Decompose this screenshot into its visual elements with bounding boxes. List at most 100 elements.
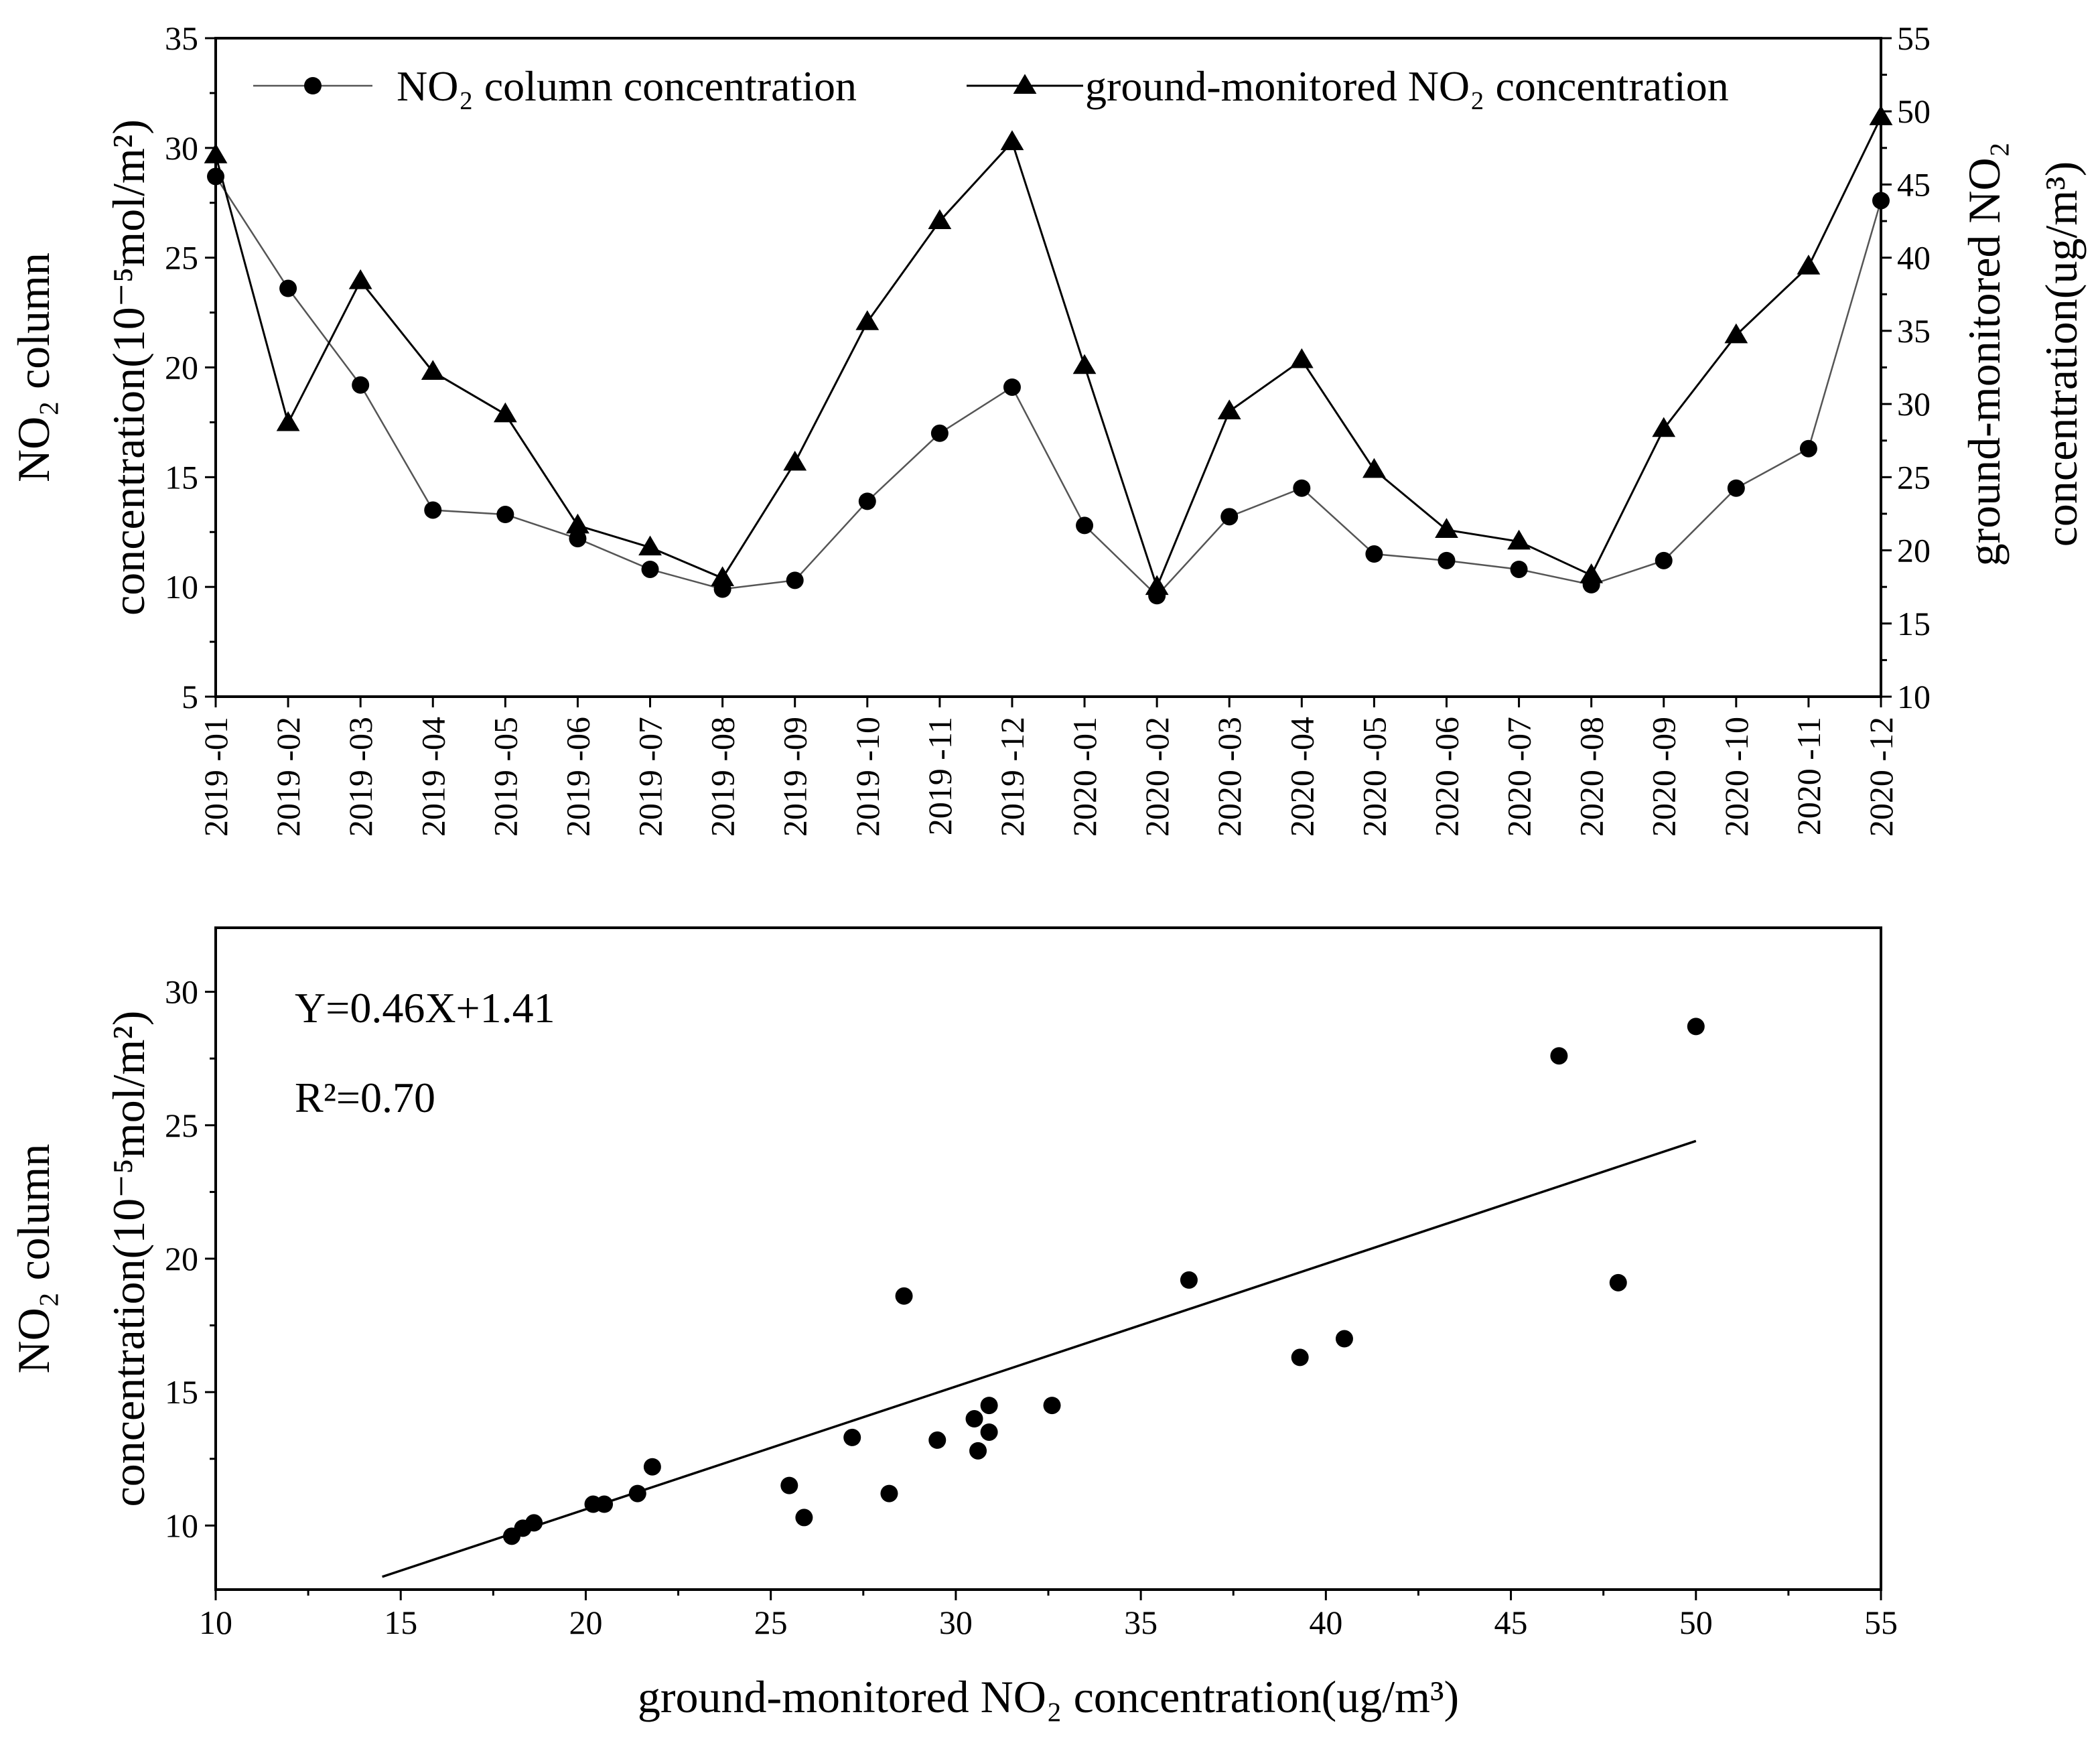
marker-no2-column bbox=[1003, 378, 1021, 396]
marker-ground-no2 bbox=[493, 402, 517, 423]
x-tick-label: 2019 -05 bbox=[486, 717, 524, 837]
x-tick-label: 35 bbox=[1124, 1604, 1158, 1641]
scatter-point bbox=[596, 1495, 614, 1513]
scatter-point bbox=[980, 1397, 998, 1415]
scatter-point bbox=[1609, 1273, 1627, 1291]
x-tick-label: 2020 -09 bbox=[1645, 717, 1683, 837]
x-tick-label: 2020 -11 bbox=[1790, 717, 1827, 835]
marker-no2-column bbox=[786, 571, 804, 589]
marker-ground-no2 bbox=[566, 513, 589, 534]
scatter-point bbox=[880, 1484, 898, 1503]
y-left-tick-label: 30 bbox=[165, 129, 198, 167]
scatter-point bbox=[780, 1476, 798, 1494]
x-tick-label: 10 bbox=[199, 1604, 232, 1641]
y-right-tick-label: 10 bbox=[1897, 678, 1931, 715]
series-no2-column bbox=[207, 167, 1890, 605]
y-left-tick-label: 20 bbox=[165, 349, 198, 387]
scatter-point bbox=[1043, 1397, 1061, 1415]
marker-ground-no2 bbox=[1724, 323, 1748, 344]
x-tick-label: 2019 -06 bbox=[559, 717, 596, 837]
x-tick-label: 2019 -07 bbox=[632, 717, 669, 837]
x-tick-label: 2019 -01 bbox=[197, 717, 234, 837]
marker-ground-no2 bbox=[276, 411, 300, 431]
x-tick-label: 25 bbox=[754, 1604, 788, 1641]
scatter-points bbox=[502, 1018, 1705, 1545]
y-left-title-line1: NO₂ column bbox=[8, 253, 59, 482]
x-tick-label: 2020 -01 bbox=[1066, 717, 1103, 837]
regression-line bbox=[382, 1139, 1697, 1578]
x-tick-label: 2019 -02 bbox=[269, 717, 307, 837]
x-tick-label: 2019 -11 bbox=[921, 717, 959, 835]
y-title-line1: NO₂ column bbox=[8, 1144, 59, 1374]
y-right-tick-label: 55 bbox=[1897, 19, 1931, 57]
x-tick-label: 2020 -10 bbox=[1718, 717, 1755, 837]
x-tick-label: 2020 -08 bbox=[1573, 717, 1610, 837]
marker-no2-column bbox=[1655, 551, 1673, 569]
y-right-tick-label: 20 bbox=[1897, 532, 1931, 569]
y-tick-label: 20 bbox=[165, 1240, 198, 1277]
marker-no2-column bbox=[424, 501, 442, 519]
series-ground-no2 bbox=[204, 105, 1893, 596]
marker-ground-no2 bbox=[1797, 255, 1821, 275]
x-tick-label: 2020 -03 bbox=[1210, 717, 1248, 837]
marker-ground-no2 bbox=[711, 566, 735, 587]
marker-no2-column bbox=[1293, 479, 1311, 497]
x-tick-label: 20 bbox=[569, 1604, 602, 1641]
equation-label: Y=0.46X+1.41 bbox=[295, 984, 555, 1032]
y-left-tick-label: 35 bbox=[165, 19, 198, 57]
series-line-no2-column bbox=[214, 176, 1882, 598]
x-tick-label: 2020 -07 bbox=[1500, 717, 1538, 837]
marker-ground-no2 bbox=[1362, 458, 1386, 478]
y-tick-label: 25 bbox=[165, 1107, 198, 1144]
scatter-point bbox=[643, 1458, 661, 1476]
y-right-tick-label: 15 bbox=[1897, 605, 1931, 642]
x-tick-label: 2019 -08 bbox=[704, 717, 742, 837]
legend-label-no2-column: NO₂ column concentration bbox=[397, 62, 857, 110]
x-tick-label: 2019 -03 bbox=[342, 717, 379, 837]
x-tick-label: 2020 -06 bbox=[1427, 717, 1465, 837]
legend: NO₂ column concentration ground-monitored… bbox=[253, 62, 1729, 110]
legend-marker-ground-no2 bbox=[1013, 74, 1037, 94]
r-squared-label: R²=0.70 bbox=[295, 1074, 435, 1121]
x-tick-label: 50 bbox=[1679, 1604, 1713, 1641]
marker-ground-no2 bbox=[1435, 518, 1458, 538]
scatter-point bbox=[1291, 1348, 1309, 1367]
line-chart-axes bbox=[214, 37, 1882, 698]
marker-ground-no2 bbox=[348, 269, 372, 289]
marker-ground-no2 bbox=[1145, 575, 1169, 596]
regression-annotations: Y=0.46X+1.41 R²=0.70 bbox=[295, 984, 555, 1121]
marker-ground-no2 bbox=[1580, 563, 1604, 583]
y-left-tick-label: 10 bbox=[165, 568, 198, 606]
x-tick-label: 15 bbox=[384, 1604, 417, 1641]
scatter-point bbox=[965, 1410, 983, 1428]
marker-no2-column bbox=[1872, 192, 1890, 210]
x-tick-label: 30 bbox=[939, 1604, 973, 1641]
y-left-tick-label: 25 bbox=[165, 239, 198, 277]
marker-ground-no2 bbox=[855, 310, 880, 330]
y-right-title-line1: ground-monitored NO₂ bbox=[1959, 142, 2010, 567]
scatter-chart: 10 15 20 25 30 35 40 45 50 55 10 15 20 25 30 Y=0.46X+1… bbox=[8, 926, 1898, 1722]
x-tick-label: 2019 -09 bbox=[776, 717, 814, 837]
scatter-point bbox=[795, 1509, 813, 1527]
scatter-point bbox=[843, 1428, 861, 1446]
y-right-tick-label: 40 bbox=[1897, 239, 1931, 277]
x-tick-label: 40 bbox=[1309, 1604, 1342, 1641]
marker-no2-column bbox=[1220, 508, 1239, 526]
marker-ground-no2 bbox=[1869, 105, 1893, 125]
scatter-chart-axis-titles: NO₂ column concentration(10⁻⁵mol/m²) groun… bbox=[8, 1011, 1459, 1722]
marker-no2-column bbox=[1438, 551, 1456, 569]
marker-no2-column bbox=[858, 492, 876, 510]
x-tick-label: 2020 -12 bbox=[1862, 717, 1900, 837]
marker-no2-column bbox=[569, 530, 587, 548]
marker-no2-column bbox=[641, 560, 659, 578]
marker-no2-column bbox=[1076, 516, 1094, 535]
marker-ground-no2 bbox=[928, 209, 952, 230]
x-tick-label: 2019 -04 bbox=[414, 717, 451, 837]
y-right-tick-label: 30 bbox=[1897, 385, 1931, 423]
marker-no2-column bbox=[930, 424, 949, 442]
x-title: ground-monitored NO₂ concentration(ug/m³… bbox=[638, 1671, 1459, 1722]
y-right-tick-label: 25 bbox=[1897, 458, 1931, 496]
marker-no2-column bbox=[496, 506, 514, 524]
fit-line bbox=[382, 1139, 1697, 1578]
y-right-tick-label: 45 bbox=[1897, 165, 1931, 203]
